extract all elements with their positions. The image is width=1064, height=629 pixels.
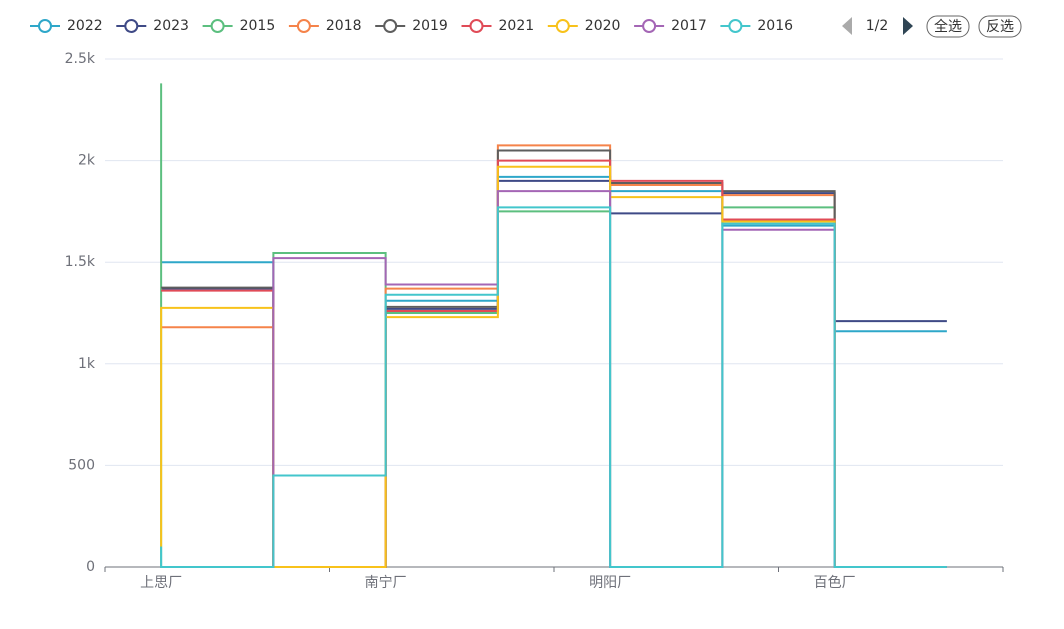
x-tick-label: 明阳厂 xyxy=(589,575,631,591)
x-tick-label: 百色厂 xyxy=(814,574,856,591)
legend-icon xyxy=(728,19,743,33)
legend-next[interactable] xyxy=(903,17,913,35)
series-line xyxy=(161,144,947,568)
invert-label: 反选 xyxy=(986,19,1014,35)
legend-label[interactable]: 2023 xyxy=(153,18,189,34)
legend-label[interactable]: 2017 xyxy=(671,18,707,34)
legend-icon xyxy=(124,19,139,33)
y-tick-label: 0 xyxy=(86,559,95,575)
legend-icon xyxy=(642,19,657,33)
select-all-label: 全选 xyxy=(934,18,962,35)
legend-icon xyxy=(210,19,225,33)
series-line xyxy=(160,83,947,568)
legend-icon xyxy=(296,19,311,33)
legend-label[interactable]: 2015 xyxy=(240,18,276,34)
x-tick-label: 南宁厂 xyxy=(365,574,407,591)
series-line xyxy=(161,190,947,568)
series-line xyxy=(161,149,947,568)
y-tick-label: 2.5k xyxy=(65,51,96,67)
legend-icon xyxy=(38,19,52,33)
invert-button[interactable] xyxy=(978,15,1022,38)
legend-icon xyxy=(383,19,398,33)
y-tick-label: 1k xyxy=(78,356,96,372)
x-tick-label: 上思厂 xyxy=(140,575,182,591)
select-all-button[interactable] xyxy=(926,15,970,38)
legend-label[interactable]: 2022 xyxy=(67,18,103,34)
series-line xyxy=(160,206,947,568)
legend-label[interactable]: 2019 xyxy=(412,18,448,34)
y-tick-label: 2k xyxy=(78,153,96,169)
series-line xyxy=(160,165,947,568)
legend-label[interactable]: 2020 xyxy=(585,18,621,34)
series-line xyxy=(161,179,947,568)
legend-icon xyxy=(469,19,484,33)
y-tick-label: 1.5k xyxy=(65,254,96,270)
legend-label[interactable]: 2016 xyxy=(757,18,793,34)
series-line xyxy=(161,175,947,568)
legend-page: 1/2 xyxy=(866,18,889,34)
legend-label[interactable]: 2018 xyxy=(326,18,362,34)
legend-icon xyxy=(555,19,570,33)
y-tick-label: 500 xyxy=(68,457,95,473)
legend-label[interactable]: 2021 xyxy=(499,18,535,34)
legend-prev[interactable] xyxy=(842,17,852,35)
